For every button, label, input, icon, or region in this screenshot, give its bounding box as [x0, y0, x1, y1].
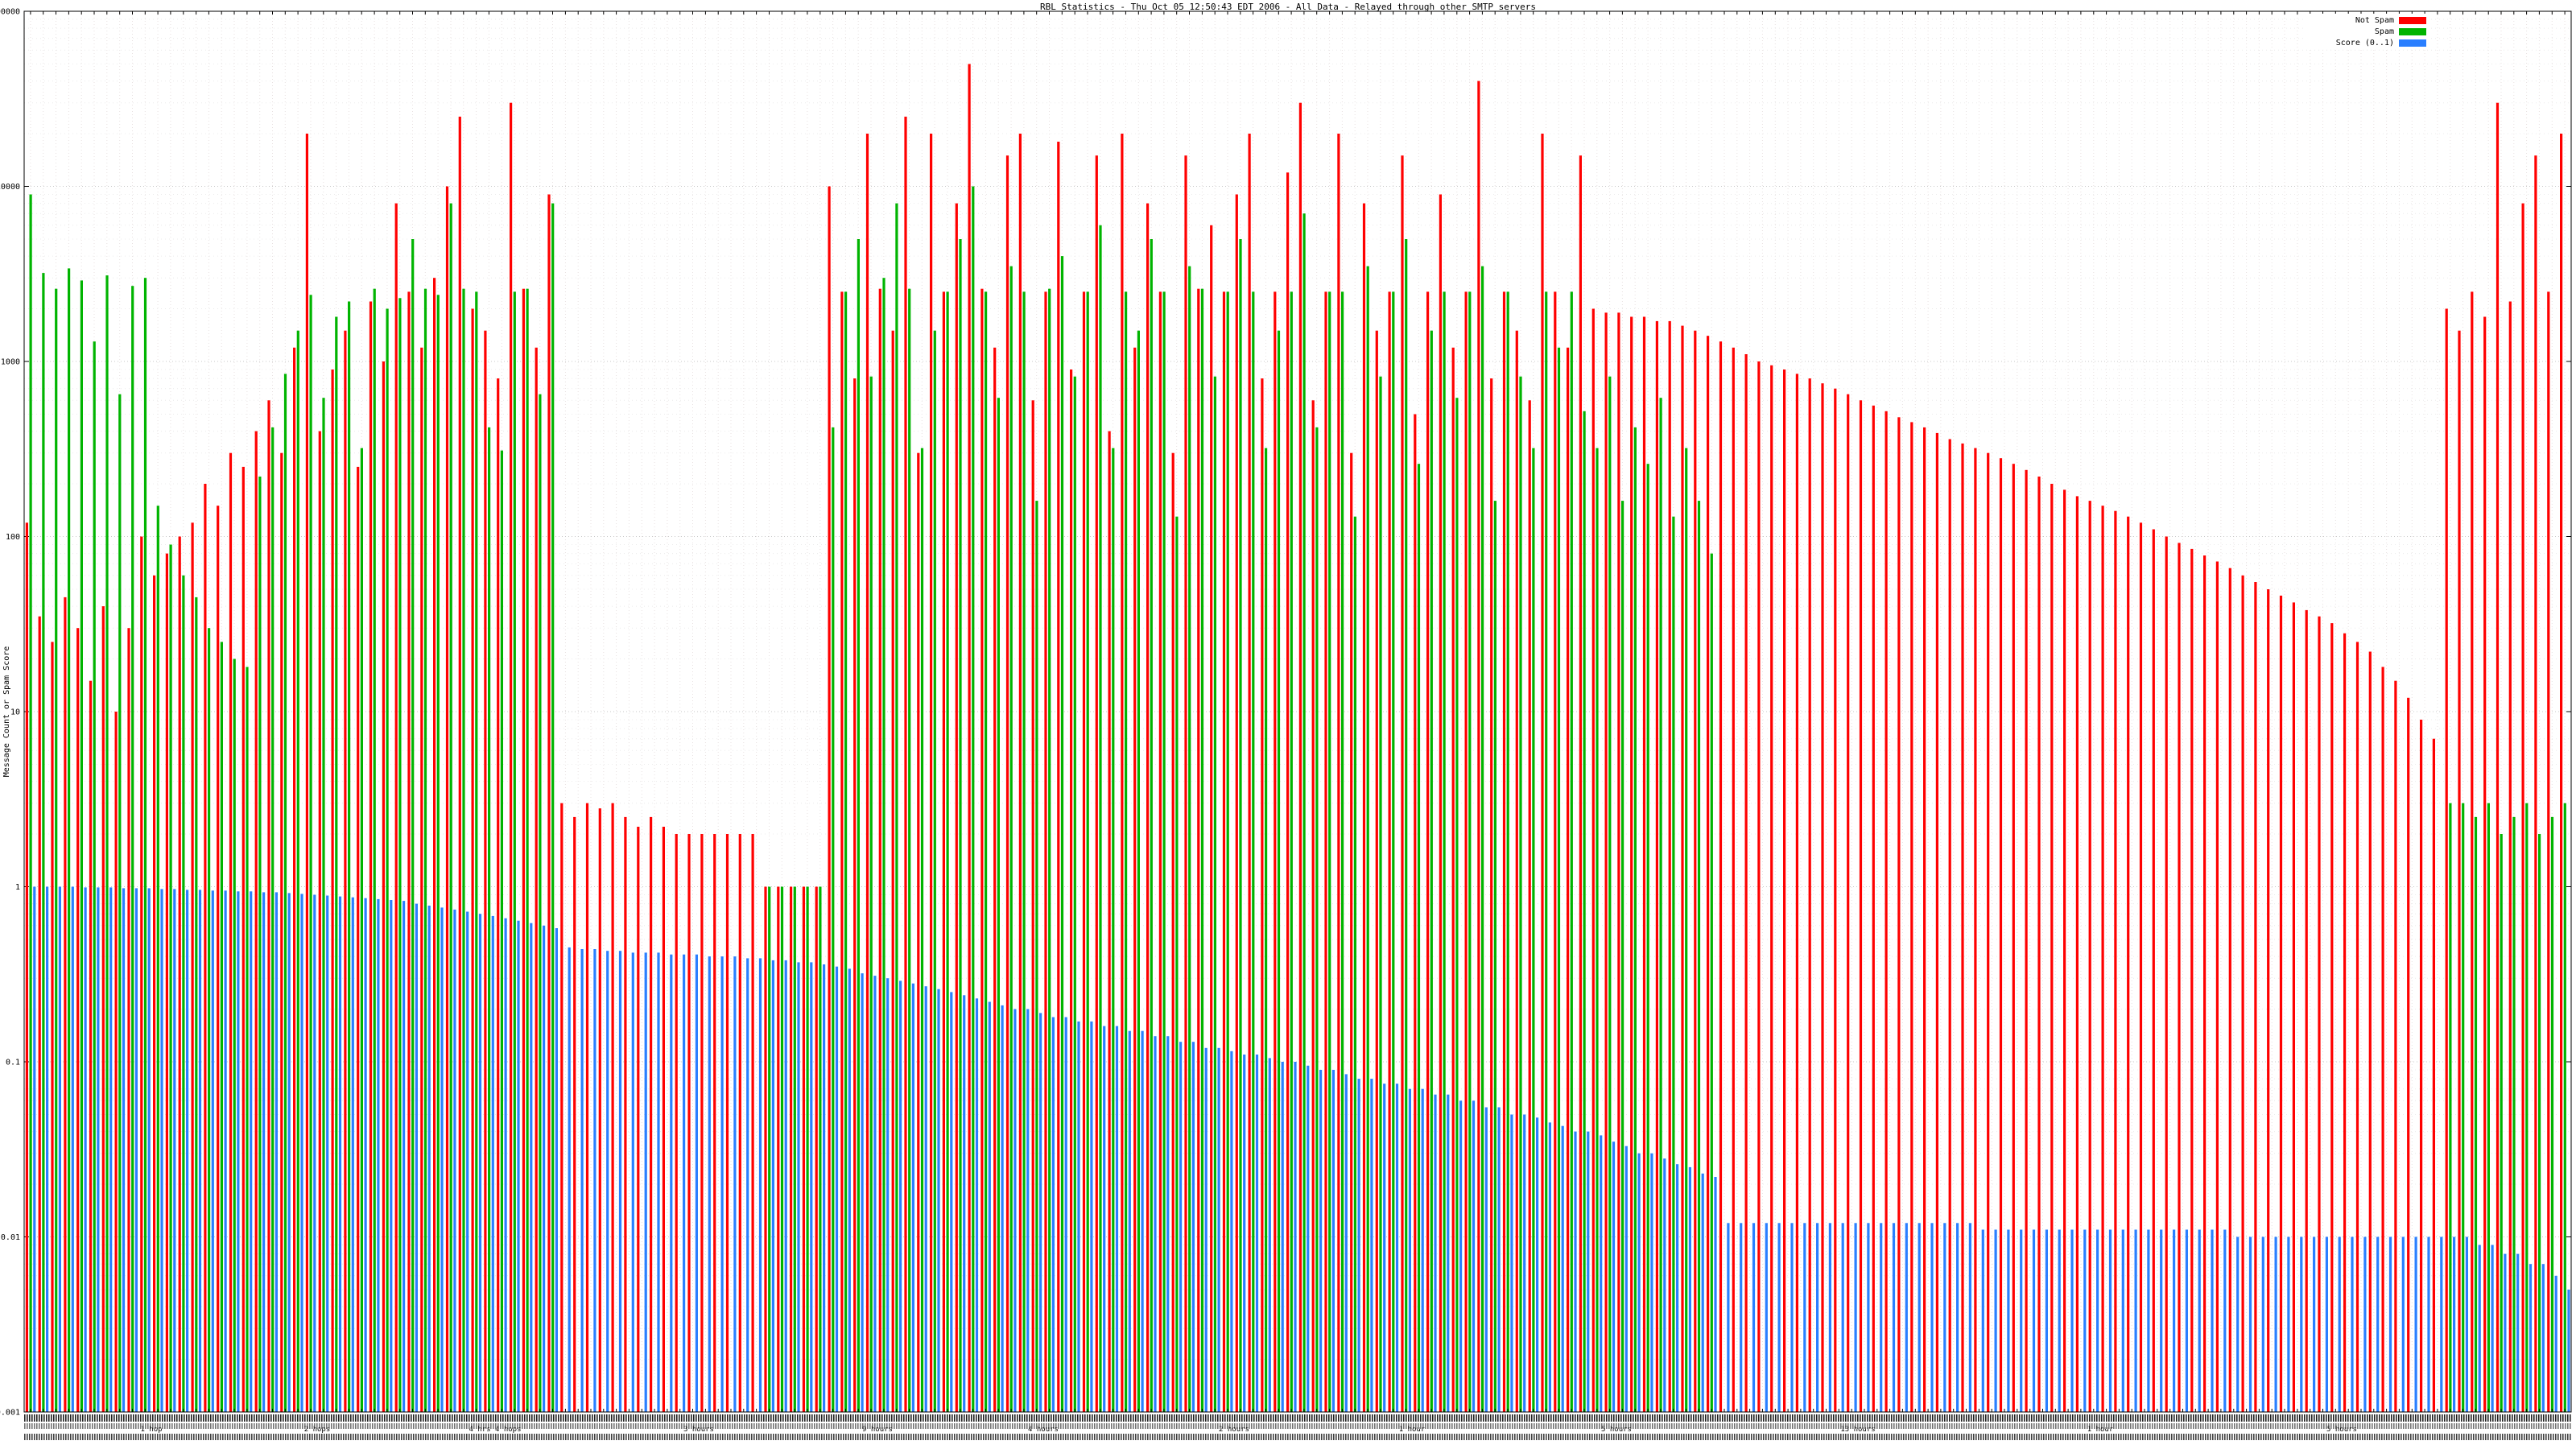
- svg-text:2 hops: 2 hops: [304, 1426, 331, 1434]
- y-axis-label: Message Count or Spam Score: [2, 646, 11, 778]
- svg-text:5 hours: 5 hours: [2326, 1426, 2357, 1434]
- svg-text:5 hours: 5 hours: [1601, 1426, 1632, 1434]
- svg-text:4 hrs 4 hops: 4 hrs 4 hops: [469, 1426, 521, 1434]
- legend-label-score: Score (0..1): [2335, 38, 2394, 47]
- svg-text:1 hour: 1 hour: [1399, 1426, 1426, 1434]
- svg-text:100: 100: [6, 533, 20, 542]
- svg-text:1 hop: 1 hop: [140, 1426, 162, 1434]
- svg-text:1000: 1000: [1, 358, 20, 367]
- legend-item-not-spam: Not Spam: [2306, 14, 2426, 26]
- svg-text:10: 10: [10, 708, 20, 717]
- legend-swatch-not-spam: [2399, 16, 2426, 24]
- chart-title: RBL Statistics - Thu Oct 05 12:50:43 EDT…: [1040, 2, 1536, 12]
- legend-item-spam: Spam: [2306, 26, 2426, 37]
- svg-text:9 hours: 9 hours: [862, 1426, 893, 1434]
- svg-text:1 hour: 1 hour: [2087, 1426, 2114, 1434]
- svg-text:13 hours: 13 hours: [1840, 1426, 1875, 1434]
- svg-text:0.01: 0.01: [1, 1233, 20, 1242]
- legend-swatch-spam: [2399, 27, 2426, 35]
- legend-label-spam: Spam: [2374, 27, 2394, 36]
- legend: Not Spam Spam Score (0..1): [2304, 14, 2428, 49]
- svg-text:0.1: 0.1: [6, 1059, 20, 1067]
- svg-text:3 hours: 3 hours: [683, 1426, 714, 1434]
- legend-swatch-score: [2399, 39, 2426, 47]
- svg-text:2 hours: 2 hours: [1219, 1426, 1249, 1434]
- x-axis-labels-strip-2: [24, 1423, 2571, 1429]
- x-axis-labels-strip-3: [24, 1434, 2571, 1440]
- x-axis-labels-strip: [24, 1414, 2571, 1422]
- svg-text:4 hours: 4 hours: [1028, 1426, 1059, 1434]
- legend-item-score: Score (0..1): [2306, 37, 2426, 48]
- svg-text:1: 1: [15, 883, 20, 892]
- svg-text:0.001: 0.001: [0, 1409, 20, 1418]
- legend-label-not-spam: Not Spam: [2355, 15, 2394, 25]
